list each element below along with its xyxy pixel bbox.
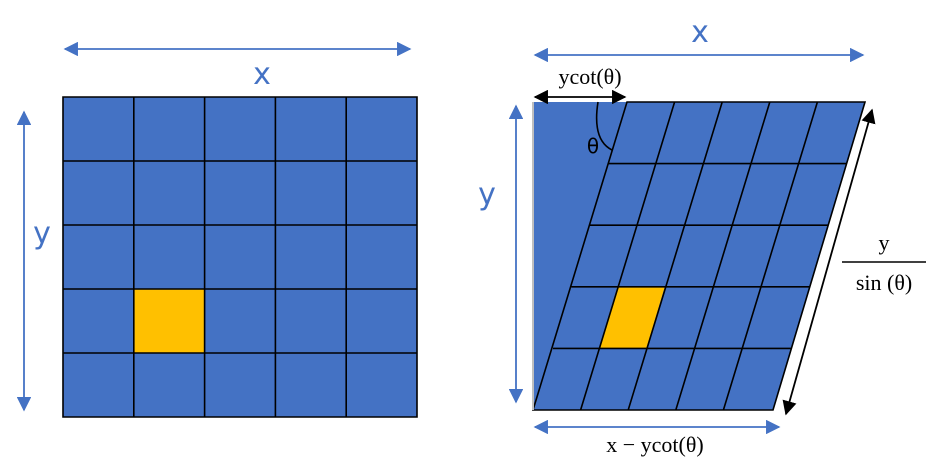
right-grid [531,101,867,411]
width-label: x [691,15,709,50]
angle-label: θ [587,134,599,158]
angle-arc [595,101,613,151]
slant-denominator: sin (θ) [856,270,912,295]
height-label: y [478,177,496,212]
left-grid [62,96,418,418]
bottom-label: x − ycot(θ) [606,432,703,457]
offset-label: ycot(θ) [558,64,621,89]
slant-numerator: y [879,230,890,255]
width-label: x [253,57,271,92]
height-label: y [33,216,51,251]
slant-arrow [782,108,876,416]
